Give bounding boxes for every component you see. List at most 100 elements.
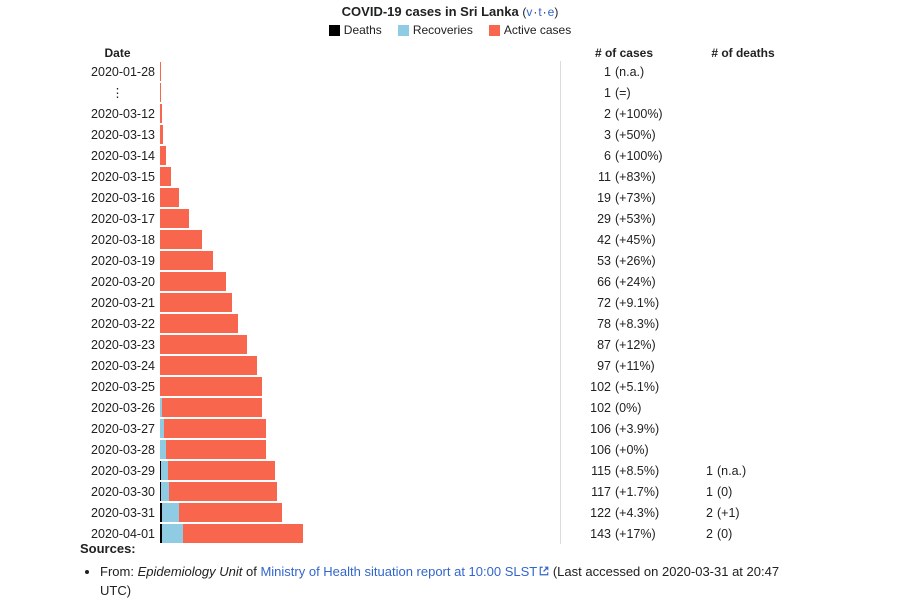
paren-open: ( [522,5,527,19]
vte-links: (v·t·e) [522,5,558,19]
table-row: ⋮ 1 (=) [80,82,820,103]
stacked-bar [160,335,247,354]
bar-cell [155,187,560,208]
covid-cases-chart: COVID-19 cases in Sri Lanka (v·t·e) Deat… [80,4,820,544]
table-row: 2020-03-12 2 (+100%) [80,103,820,124]
vte-talk-link[interactable]: t [538,5,542,19]
vte-edit-link[interactable]: e [547,5,555,19]
vte-view-link[interactable]: v [526,5,533,19]
date-label: 2020-01-28 [91,64,155,79]
bar-cell [155,61,560,82]
cases-count: 42 [597,232,611,247]
ministry-of-health-link[interactable]: Ministry of Health [260,564,361,579]
recoveries-swatch-icon [397,25,409,36]
cases-cell: 1 (=) [560,82,688,103]
active-cases-segment [162,398,262,417]
cases-cell: 72 (+9.1%) [560,292,688,313]
situation-report-link[interactable]: situation report at 10:00 SLST [365,564,550,579]
date-gap-ellipsis: ⋮ [111,86,124,100]
bar-cell [155,271,560,292]
cases-change-percent: (+4.3%) [615,505,660,520]
date-label: 2020-03-29 [91,463,155,478]
table-row: 2020-03-19 53 (+26%) [80,250,820,271]
situation-report-link-text: situation report at 10:00 SLST [364,564,538,579]
stacked-bar [160,125,163,144]
column-header-deaths: # of deaths [711,45,775,60]
table-row: 2020-03-18 42 (+45%) [80,229,820,250]
deaths-cell: 2 (+1) [688,506,798,520]
date-label: 2020-03-30 [91,484,155,499]
stacked-bar [160,167,171,186]
external-link-icon [539,566,549,576]
legend-label: Deaths [343,23,382,37]
date-label: 2020-03-25 [91,379,155,394]
bar-cell [155,292,560,313]
bar-cell [155,481,560,502]
legend-item-active-cases: Active cases [488,24,571,37]
deaths-change: (+1) [717,505,740,520]
bar-cell [155,397,560,418]
cases-cell: 42 (+45%) [560,229,688,250]
deaths-count: 1 [706,484,713,499]
cases-count: 115 [591,463,611,478]
cases-cell: 106 (+0%) [560,439,688,460]
cases-cell: 53 (+26%) [560,250,688,271]
cases-count: 1 [604,64,611,79]
column-header-date: Date [104,45,131,60]
table-row: 2020-03-20 66 (+24%) [80,271,820,292]
table-row: 2020-03-31 122 (+4.3%) 2 (+1) [80,502,820,523]
cases-table: Date # of cases # of deaths 2020-01-28 1 (… [80,44,820,544]
stacked-bar [160,440,266,459]
deaths-count: 2 [706,526,713,541]
table-row: 2020-03-25 102 (+5.1%) [80,376,820,397]
cases-change-percent: (+100%) [615,148,663,163]
stacked-bar [160,419,266,438]
table-row: 2020-03-21 72 (+9.1%) [80,292,820,313]
bar-cell [155,229,560,250]
stacked-bar [160,461,275,480]
active-cases-segment [183,524,303,543]
cases-change-percent: (+3.9%) [615,421,660,436]
stacked-bar [160,209,189,228]
table-header-row: Date # of cases # of deaths [80,44,820,61]
column-header-cases: # of cases [594,45,654,60]
date-label: 2020-04-01 [91,526,155,541]
table-row: 2020-03-15 11 (+83%) [80,166,820,187]
date-label: 2020-03-28 [91,442,155,457]
date-label: 2020-03-26 [91,400,155,415]
cases-change-percent: (+1.7%) [615,484,660,499]
stacked-bar [160,377,262,396]
bar-cell [155,250,560,271]
recoveries-segment [162,524,183,543]
cases-count: 1 [604,85,611,100]
bar-cell [155,439,560,460]
deaths-segment [160,524,162,543]
cases-change-percent: (+17%) [615,526,656,541]
sources-section: Sources: From: Epidemiology Unit of Mini… [80,541,790,600]
active-cases-segment [166,440,266,459]
deaths-cell: 1 (0) [688,485,798,499]
table-row: 2020-03-24 97 (+11%) [80,355,820,376]
cases-count: 19 [597,190,611,205]
deaths-cell: 1 (n.a.) [688,464,798,478]
cases-change-percent: (+5.1%) [615,379,660,394]
bar-cell [155,523,560,544]
active-cases-segment [160,83,161,102]
active-cases-segment [164,419,266,438]
cases-cell: 97 (+11%) [560,355,688,376]
date-label: 2020-03-23 [91,337,155,352]
recoveries-segment [160,419,164,438]
cases-cell: 106 (+3.9%) [560,418,688,439]
bar-cell [155,145,560,166]
bar-cell [155,376,560,397]
stacked-bar [160,62,161,81]
chart-title-row: COVID-19 cases in Sri Lanka (v·t·e) [80,4,820,20]
cases-cell: 66 (+24%) [560,271,688,292]
cases-count: 122 [590,505,611,520]
active-cases-segment [160,335,247,354]
cases-change-percent: (+73%) [615,190,656,205]
active-cases-segment [160,251,213,270]
cases-count: 72 [597,295,611,310]
table-row: 2020-03-26 102 (0%) [80,397,820,418]
cases-change-percent: (n.a.) [615,64,645,79]
